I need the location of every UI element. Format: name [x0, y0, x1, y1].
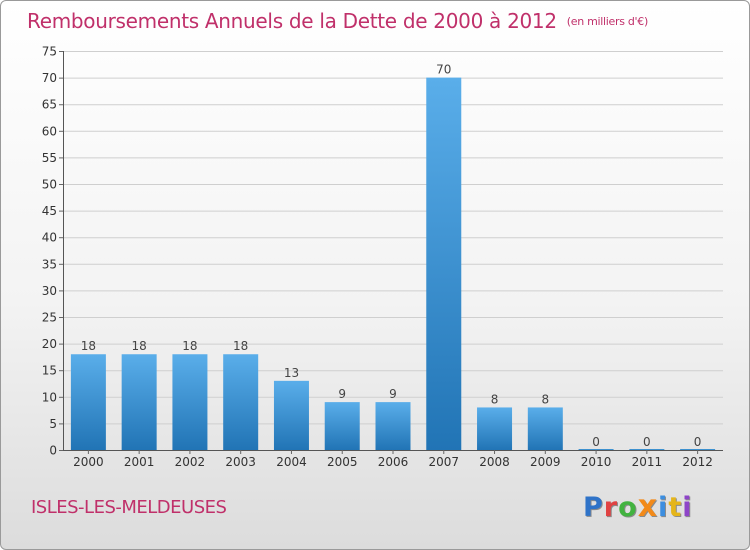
y-tick-label: 25 — [42, 311, 57, 325]
data-label-2004: 13 — [284, 366, 299, 380]
y-tick-label: 35 — [42, 257, 57, 271]
y-tick-label: 50 — [42, 178, 57, 192]
y-tick-label: 60 — [42, 124, 57, 138]
data-label-2000: 18 — [81, 339, 96, 353]
y-tick-label: 70 — [42, 71, 57, 85]
y-tick-label: 75 — [42, 45, 57, 59]
y-tick-label: 65 — [42, 98, 57, 112]
bar-2006 — [375, 402, 411, 450]
data-label-2011: 0 — [643, 435, 651, 449]
y-tick-label: 55 — [42, 151, 57, 165]
x-tick-label-2000: 2000 — [73, 455, 104, 469]
y-tick-label: 0 — [49, 444, 57, 458]
x-tick-label-2012: 2012 — [682, 455, 713, 469]
y-tick-label: 45 — [42, 204, 57, 218]
chart-title-text: Remboursements Annuels de la Dette de 20… — [27, 9, 557, 33]
data-label-2002: 18 — [182, 339, 197, 353]
data-label-2008: 8 — [491, 392, 499, 406]
bar-2004 — [273, 380, 309, 450]
bar-2002 — [172, 354, 208, 450]
y-tick-label: 10 — [42, 390, 57, 404]
bar-2009 — [527, 407, 563, 450]
data-label-2003: 18 — [233, 339, 248, 353]
y-tick-label: 20 — [42, 337, 57, 351]
bar-2011 — [629, 449, 665, 450]
bar-2012 — [680, 449, 716, 450]
bar-2005 — [324, 402, 360, 450]
proxiti-logo: Proxiti — [583, 489, 693, 524]
x-tick-label-2007: 2007 — [428, 455, 459, 469]
bar-layer — [70, 77, 716, 450]
x-tick-label-2009: 2009 — [530, 455, 561, 469]
data-label-2006: 9 — [389, 387, 397, 401]
bar-2008 — [477, 407, 513, 450]
label-layer: 2000 18 2001 18 2002 18 2003 18 2004 13 2005 9 2006 9… — [73, 63, 713, 469]
x-tick-label-2010: 2010 — [581, 455, 612, 469]
data-label-2001: 18 — [132, 339, 147, 353]
x-tick-label-2001: 2001 — [124, 455, 155, 469]
bar-2003 — [223, 354, 259, 450]
bar-2010 — [578, 449, 614, 450]
axis-layer: 0 5 10 15 20 25 30 35 40 45 50 55 60 65 70 75 — [42, 45, 723, 458]
x-tick-label-2002: 2002 — [175, 455, 206, 469]
y-tick-label: 40 — [42, 231, 57, 245]
data-label-2012: 0 — [694, 435, 702, 449]
data-label-2005: 9 — [338, 387, 346, 401]
bar-2000 — [70, 354, 106, 450]
data-label-2007: 70 — [436, 63, 451, 77]
data-label-2009: 8 — [541, 392, 549, 406]
bar-2001 — [121, 354, 157, 450]
commune-name: ISLES-LES-MELDEUSES — [31, 497, 227, 518]
chart-title: Remboursements Annuels de la Dette de 20… — [27, 9, 648, 33]
x-tick-label-2006: 2006 — [378, 455, 409, 469]
x-tick-label-2005: 2005 — [327, 455, 358, 469]
y-tick-label: 15 — [42, 364, 57, 378]
x-tick-label-2008: 2008 — [479, 455, 510, 469]
y-tick-label: 5 — [49, 417, 57, 431]
bar-2007 — [426, 77, 462, 450]
data-label-2010: 0 — [592, 435, 600, 449]
x-tick-label-2004: 2004 — [276, 455, 307, 469]
y-tick-label: 30 — [42, 284, 57, 298]
x-tick-label-2011: 2011 — [632, 455, 663, 469]
chart-unit: (en milliers d'€) — [566, 15, 648, 28]
x-tick-label-2003: 2003 — [225, 455, 256, 469]
